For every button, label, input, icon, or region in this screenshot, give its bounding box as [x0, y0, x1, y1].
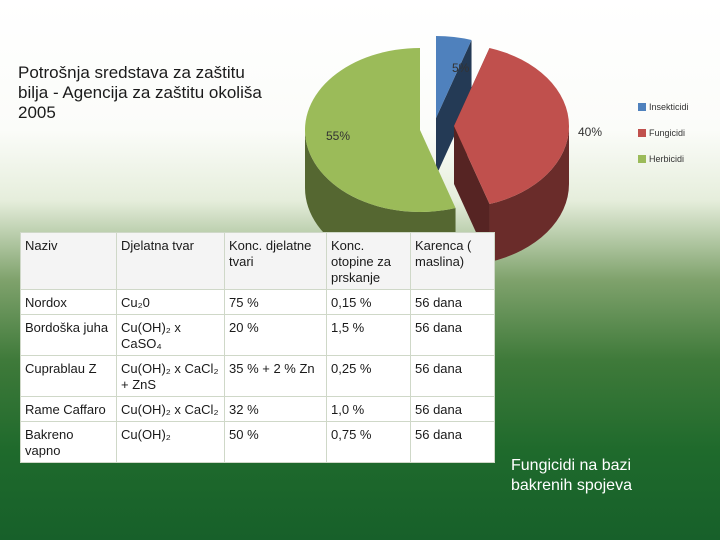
legend-swatch — [638, 129, 646, 137]
table-row: Rame Caffaro Cu(OH)₂ x CaCl₂ 32 % 1,0 % 56 d… — [20, 396, 495, 422]
table-header-row: Naziv Djelatna tvar Konc. djelatne tvari Ko… — [20, 232, 495, 290]
table-cell: Djelatna tvar — [116, 232, 225, 290]
table-cell: Cu₂0 — [116, 289, 225, 315]
table-row: Bakreno vapno Cu(OH)₂ 50 % 0,75 % 56 dana — [20, 421, 495, 463]
data-label-fungicidi: 40% — [578, 125, 602, 139]
pie-slice-fungicidi — [454, 48, 569, 204]
legend-swatch — [638, 155, 646, 163]
table-cell: 56 dana — [410, 355, 495, 397]
table-cell: 32 % — [224, 396, 327, 422]
table-cell: 35 % + 2 % Zn — [224, 355, 327, 397]
copper-fungicide-table: Naziv Djelatna tvar Konc. djelatne tvari Ko… — [20, 232, 495, 463]
table-cell: Cuprablau Z — [20, 355, 117, 397]
table-cell: 50 % — [224, 421, 327, 463]
table-cell: 56 dana — [410, 421, 495, 463]
table-cell: Konc. otopine za prskanje — [326, 232, 411, 290]
table-cell: Nordox — [20, 289, 117, 315]
data-label-insekticidi: 5% — [452, 61, 470, 75]
table-cell: 56 dana — [410, 314, 495, 356]
table-cell: 0,25 % — [326, 355, 411, 397]
data-label-herbicidi: 55% — [326, 129, 350, 143]
table-cell: Cu(OH)₂ x CaCl₂ — [116, 396, 225, 422]
table-cell: Naziv — [20, 232, 117, 290]
table-cell: Bakreno vapno — [20, 421, 117, 463]
pie-slice-wall-fungicidi-1 — [454, 126, 490, 262]
table-cell: 56 dana — [410, 396, 495, 422]
table-cell: 1,5 % — [326, 314, 411, 356]
table-cell: Cu(OH)₂ — [116, 421, 225, 463]
table-cell: 0,75 % — [326, 421, 411, 463]
table-cell: Konc. djelatne tvari — [224, 232, 327, 290]
legend-swatch — [638, 103, 646, 111]
table-cell: 0,15 % — [326, 289, 411, 315]
pie-slice-herbicidi — [304, 47, 456, 212]
table-cell: 20 % — [224, 314, 327, 356]
table-cell: Rame Caffaro — [20, 396, 117, 422]
pie-slice-side-fungicidi — [489, 126, 569, 262]
pie-slice-insekticidi — [436, 36, 472, 118]
pie-slice-wall-insekticidi-1 — [436, 40, 472, 176]
table-row: Bordoška juha Cu(OH)₂ x CaSO₄ 20 % 1,5 % 56 … — [20, 314, 495, 356]
table-row: Nordox Cu₂0 75 % 0,15 % 56 dana — [20, 289, 495, 315]
table-cell: 56 dana — [410, 289, 495, 315]
table-cell: 75 % — [224, 289, 327, 315]
table-cell: Cu(OH)₂ x CaCl₂ + ZnS — [116, 355, 225, 397]
table-cell: 1,0 % — [326, 396, 411, 422]
table-row: Cuprablau Z Cu(OH)₂ x CaCl₂ + ZnS 35 % + 2… — [20, 355, 495, 397]
legend-label: Insekticidi — [649, 102, 689, 112]
table-cell: Cu(OH)₂ x CaSO₄ — [116, 314, 225, 356]
chart-title: Potrošnja sredstava za zaštitu bilja - A… — [18, 63, 262, 122]
table-cell: Karenca ( maslina) — [410, 232, 495, 290]
legend-label: Herbicidi — [649, 154, 685, 164]
table-cell: Bordoška juha — [20, 314, 117, 356]
legend-label: Fungicidi — [649, 128, 686, 138]
note-text: Fungicidi na bazi bakrenih spojeva — [511, 457, 632, 494]
